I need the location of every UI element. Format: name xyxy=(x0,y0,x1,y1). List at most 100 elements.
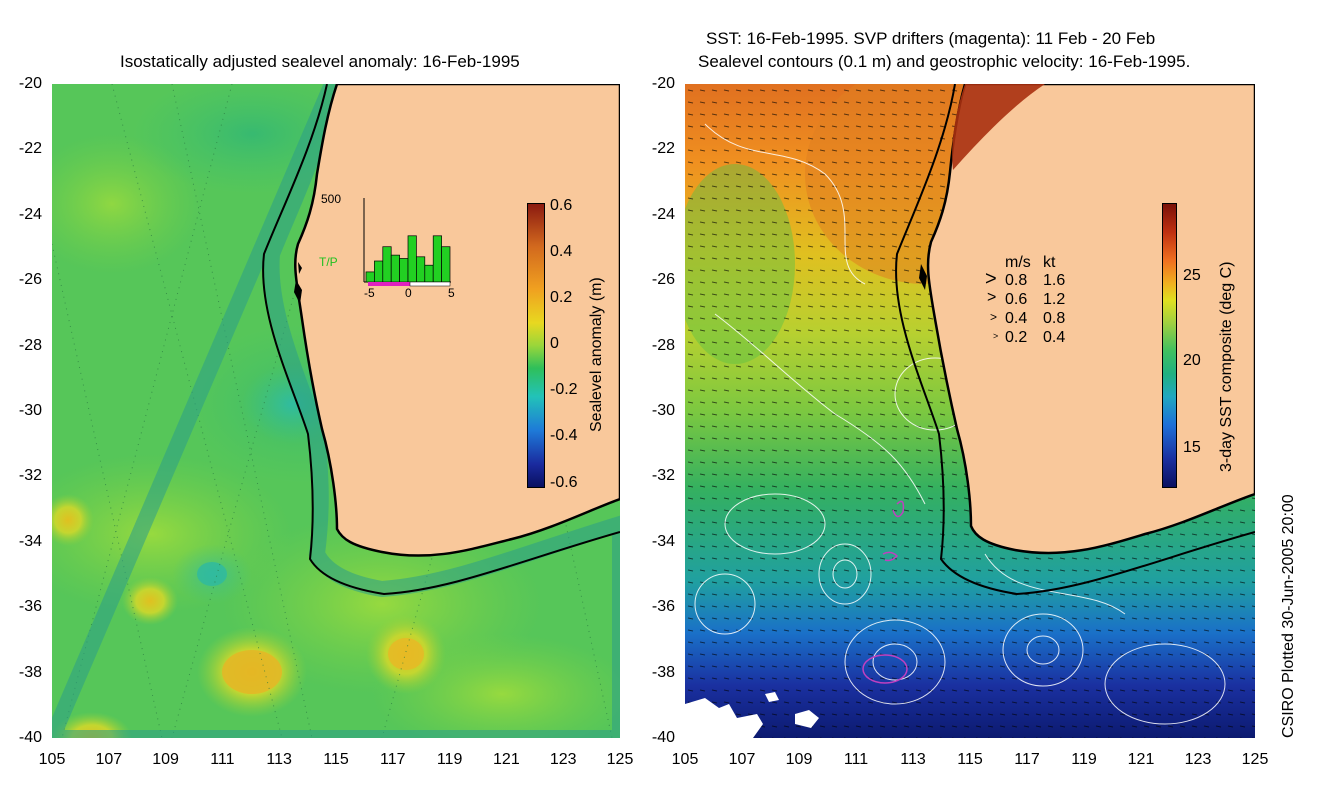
inset-bar xyxy=(441,246,451,283)
lon-tick-label: 125 xyxy=(1241,751,1269,768)
right-panel-title-line2: Sealevel contours (0.1 m) and geostrophi… xyxy=(698,52,1191,71)
positive-anomaly xyxy=(222,650,282,694)
legend-speed-kt: 1.2 xyxy=(1043,291,1066,308)
lat-tick-label: -26 xyxy=(651,271,675,289)
sst-map xyxy=(675,64,1257,738)
legend-speed-ms: 0.8 xyxy=(1005,272,1028,289)
lon-tick-label: 115 xyxy=(957,751,983,768)
legend-arrow-icon: > xyxy=(987,289,997,306)
lon-tick-label: 119 xyxy=(1071,751,1097,768)
legend-header-kt: kt xyxy=(1043,254,1056,271)
anomaly-feature xyxy=(197,562,227,586)
colorbar-tick: 0.4 xyxy=(550,243,573,260)
lat-tick-label: -40 xyxy=(651,729,675,746)
inset-xtick: -5 xyxy=(364,286,375,300)
legend-speed-ms: 0.4 xyxy=(1005,310,1028,327)
lat-tick-label: -30 xyxy=(18,402,42,419)
colorbar-tick: 0 xyxy=(550,335,559,352)
colorbar-tick: 15 xyxy=(1183,439,1201,456)
legend-arrow-icon: > xyxy=(985,268,997,290)
lat-tick-label: -32 xyxy=(18,467,42,485)
positive-anomaly xyxy=(122,577,178,625)
inset-bar xyxy=(382,246,392,283)
sst-map-svg xyxy=(675,64,1257,738)
lat-tick-label: -28 xyxy=(18,336,42,354)
inset-range xyxy=(409,281,451,287)
inset-magenta-range xyxy=(368,282,410,286)
inset-bar xyxy=(399,258,409,283)
lon-tick-label: 109 xyxy=(152,751,179,768)
lat-tick-label: -40 xyxy=(18,729,42,746)
colorbar-tick: -0.6 xyxy=(550,474,578,491)
positive-anomaly xyxy=(388,638,424,670)
lon-tick-label: 107 xyxy=(728,751,756,768)
plot-timestamp: CSIRO Plotted 30-Jun-2005 20:00 xyxy=(1280,494,1297,738)
bathymetry-contour xyxy=(262,83,621,596)
lat-tick-label: -24 xyxy=(651,205,675,223)
inset-bar xyxy=(432,235,442,283)
sst-colorbar xyxy=(1162,203,1177,488)
lon-tick-label: 125 xyxy=(606,751,634,768)
lon-tick-label: 113 xyxy=(266,751,292,768)
inset-bar xyxy=(390,254,400,283)
inset-ymax: 500 xyxy=(321,192,342,206)
legend-arrow-icon: > xyxy=(993,331,999,341)
inset-xtick: 0 xyxy=(405,286,412,300)
legend-speed-kt: 1.6 xyxy=(1043,272,1066,289)
australia-landmass xyxy=(926,82,1257,555)
inset-histogram-svg xyxy=(363,198,451,287)
lat-tick-label: -34 xyxy=(18,532,42,550)
lat-tick-label: -32 xyxy=(651,467,675,485)
island xyxy=(919,264,927,290)
island xyxy=(294,280,302,304)
sealevel-anomaly-map xyxy=(12,74,632,764)
lon-tick-label: 113 xyxy=(900,751,926,768)
colorbar-tick: -0.4 xyxy=(550,427,578,444)
lat-tick-label: -22 xyxy=(18,140,42,158)
lat-tick-label: -36 xyxy=(18,598,42,616)
legend-speed-kt: 0.8 xyxy=(1043,310,1066,327)
colorbar-tick: -0.2 xyxy=(550,381,578,398)
lat-tick-label: -22 xyxy=(651,140,675,158)
lon-tick-label: 117 xyxy=(380,751,406,768)
inset-bar xyxy=(416,256,426,283)
inset-xtick: 5 xyxy=(448,286,455,300)
legend-arrow-icon: > xyxy=(990,310,998,324)
right-panel-title-line1: SST: 16-Feb-1995. SVP drifters (magenta)… xyxy=(706,29,1156,48)
colorbar-label: Sealevel anomaly (m) xyxy=(588,277,605,432)
lon-tick-label: 121 xyxy=(493,751,520,768)
sealevel-map-svg xyxy=(12,74,632,764)
colorbar-tick: 25 xyxy=(1183,267,1201,284)
velocity-legend: m/s kt > 0.8 1.6 > 0.6 1.2 > 0.4 0.8 > 0… xyxy=(985,254,1085,354)
inset-bar xyxy=(424,264,434,283)
lon-tick-label: 105 xyxy=(38,751,66,768)
colorbar-tick: 20 xyxy=(1183,352,1201,369)
lat-tick-label: -26 xyxy=(18,271,42,289)
colorbar-tick: 0.6 xyxy=(550,197,573,214)
inset-bar xyxy=(407,235,417,283)
lat-tick-label: -36 xyxy=(651,598,675,616)
inset-bar xyxy=(365,271,375,283)
bathymetry-contour xyxy=(895,83,1256,596)
legend-speed-ms: 0.6 xyxy=(1005,291,1028,308)
tp-histogram-inset: 500 T/P -5 0 5 xyxy=(316,190,466,305)
colorbar-label: 3-day SST composite (deg C) xyxy=(1218,261,1235,472)
sealevel-colorbar xyxy=(527,203,545,488)
colorbar-tick: 0.2 xyxy=(550,289,573,306)
inset-label: T/P xyxy=(319,255,338,269)
lat-tick-label: -28 xyxy=(651,336,675,354)
continental-shelf xyxy=(39,80,628,746)
lon-tick-label: 111 xyxy=(210,751,235,768)
inset-bars xyxy=(365,235,451,283)
lat-tick-label: -20 xyxy=(651,75,675,92)
lon-tick-label: 107 xyxy=(95,751,123,768)
island xyxy=(298,262,302,274)
warm-coastal-water xyxy=(952,84,1045,170)
lon-tick-label: 111 xyxy=(843,751,869,768)
lon-tick-label: 121 xyxy=(1127,751,1155,768)
lon-tick-label: 117 xyxy=(1014,751,1040,768)
lat-tick-label: -30 xyxy=(651,402,675,419)
lat-tick-label: -24 xyxy=(18,205,42,223)
legend-header-ms: m/s xyxy=(1005,254,1031,271)
left-panel-title: Isostatically adjusted sealevel anomaly:… xyxy=(120,52,520,71)
